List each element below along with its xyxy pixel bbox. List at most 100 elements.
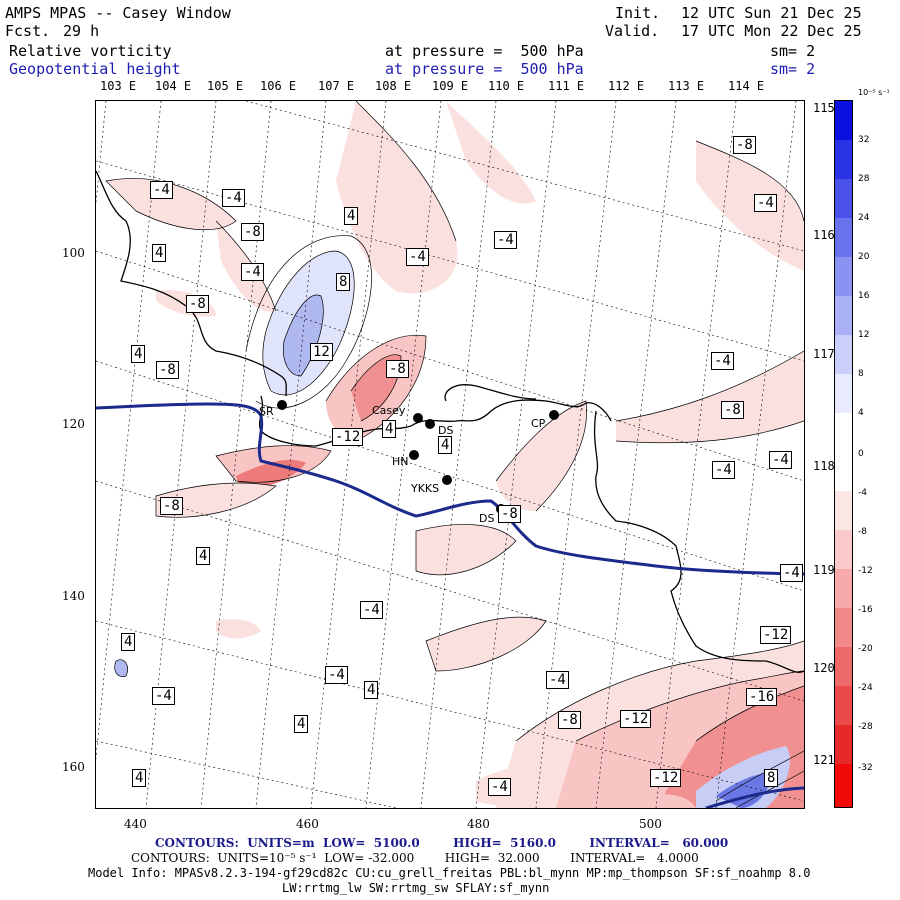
colorbar-units: 10⁻⁵ s⁻¹ bbox=[858, 88, 890, 97]
map-panel[interactable]: SR Casey DS HN YKKS DS CP -4 -4 -8 -4 -8… bbox=[95, 100, 805, 809]
colorbar-tick: -4 bbox=[858, 488, 867, 498]
colorbar-bin bbox=[835, 725, 852, 764]
map-canvas bbox=[96, 101, 804, 808]
station-marker-casey[interactable] bbox=[413, 413, 423, 423]
colorbar-tick: -28 bbox=[858, 722, 873, 732]
vorticity-contour-info: CONTOURS: UNITS=10⁻⁵ s⁻¹ LOW= -32.000 HI… bbox=[131, 851, 699, 865]
contour-label: -8 bbox=[156, 361, 179, 379]
contour-label: -16 bbox=[746, 688, 778, 706]
contour-label: -8 bbox=[558, 711, 581, 729]
contour-label: -4 bbox=[494, 231, 517, 249]
colorbar-bin bbox=[835, 647, 852, 686]
colorbar-tick: 20 bbox=[858, 252, 870, 262]
colorbar-tick: 4 bbox=[858, 408, 864, 418]
negative-vorticity-shading bbox=[106, 101, 804, 808]
field2-level: at pressure = 500 hPa bbox=[385, 60, 584, 78]
colorbar-bin bbox=[835, 257, 852, 296]
station-marker-sr[interactable] bbox=[277, 400, 287, 410]
colorbar-bin bbox=[835, 296, 852, 335]
contour-label: 4 bbox=[294, 715, 309, 733]
colorbar-bin bbox=[835, 569, 852, 608]
plot-title: AMPS MPAS -- Casey Window bbox=[5, 4, 231, 22]
contour-label: 4 bbox=[344, 207, 359, 225]
station-label-ds2: DS bbox=[479, 512, 495, 525]
init-label: Init. bbox=[615, 4, 661, 22]
contour-label: -8 bbox=[241, 223, 264, 241]
lon-label: 113 E bbox=[668, 79, 705, 93]
colorbar-tick: 16 bbox=[858, 291, 870, 301]
contour-label: -4 bbox=[241, 263, 264, 281]
contour-label: -4 bbox=[754, 194, 777, 212]
colorbar-tick: 24 bbox=[858, 213, 870, 223]
colorbar-tick: 8 bbox=[858, 369, 864, 379]
station-marker-cp[interactable] bbox=[549, 410, 559, 420]
contour-label: -4 bbox=[325, 666, 348, 684]
station-marker-ds1[interactable] bbox=[425, 419, 435, 429]
lon-label: 104 E bbox=[155, 79, 192, 93]
contour-label: -12 bbox=[620, 710, 652, 728]
colorbar-tick: -24 bbox=[858, 683, 873, 693]
y-tick: 100 bbox=[62, 246, 85, 260]
model-info-line2: LW:rrtmg_lw SW:rrtmg_sw SFLAY:sf_mynn bbox=[282, 881, 550, 895]
contour-label: 4 bbox=[364, 681, 379, 699]
station-label-hn: HN bbox=[392, 455, 409, 468]
lon-label: 110 E bbox=[488, 79, 525, 93]
contour-label: 4 bbox=[152, 244, 167, 262]
field1-smoothing: sm= 2 bbox=[770, 42, 816, 60]
contour-label: 4 bbox=[121, 633, 136, 651]
station-label-cp: CP bbox=[531, 417, 546, 430]
contour-label: -4 bbox=[546, 671, 569, 689]
colorbar-tick: -20 bbox=[858, 644, 873, 654]
colorbar-bin bbox=[835, 608, 852, 647]
contour-label: 12 bbox=[310, 343, 333, 361]
colorbar-tick: 32 bbox=[858, 135, 870, 145]
contour-label: -4 bbox=[769, 451, 792, 469]
colorbar-bin bbox=[835, 140, 852, 179]
init-value: 12 UTC Sun 21 Dec 25 bbox=[681, 4, 862, 22]
vorticity-contours bbox=[105, 101, 804, 808]
contour-label: -8 bbox=[186, 295, 209, 313]
contour-label: 4 bbox=[132, 769, 147, 787]
colorbar-tick: -16 bbox=[858, 605, 873, 615]
colorbar-tick: 0 bbox=[858, 449, 864, 459]
colorbar-tick: -32 bbox=[858, 763, 873, 773]
contour-label: -8 bbox=[386, 360, 409, 378]
lon-label: 111 E bbox=[548, 79, 585, 93]
lon-label: 114 E bbox=[728, 79, 765, 93]
colorbar-tick: -12 bbox=[858, 566, 873, 576]
y-tick: 140 bbox=[62, 589, 85, 603]
station-label-casey: Casey bbox=[372, 404, 406, 417]
lon-label: 112 E bbox=[608, 79, 645, 93]
x-tick: 460 bbox=[296, 817, 319, 831]
contour-label: 4 bbox=[438, 436, 453, 454]
colorbar-bin bbox=[835, 374, 852, 413]
lon-label: 109 E bbox=[432, 79, 469, 93]
x-tick: 440 bbox=[124, 817, 147, 831]
colorbar-bin bbox=[835, 530, 852, 569]
contour-label: -4 bbox=[360, 601, 383, 619]
colorbar-bin bbox=[835, 491, 852, 530]
contour-label: -4 bbox=[406, 248, 429, 266]
valid-label: Valid. bbox=[605, 22, 660, 40]
geopotential-contour-info: CONTOURS: UNITS=m LOW= 5100.0 HIGH= 5160… bbox=[155, 836, 729, 850]
contour-label: -4 bbox=[712, 461, 735, 479]
station-marker-ykks[interactable] bbox=[442, 475, 452, 485]
station-marker-hn[interactable] bbox=[409, 450, 419, 460]
contour-label: -12 bbox=[760, 626, 792, 644]
contour-label: -12 bbox=[332, 428, 364, 446]
contour-label: -4 bbox=[150, 181, 173, 199]
contour-label: 4 bbox=[131, 345, 146, 363]
contour-label: 4 bbox=[382, 420, 397, 438]
station-label-ykks: YKKS bbox=[411, 482, 440, 495]
x-tick: 480 bbox=[467, 817, 490, 831]
colorbar-bin bbox=[835, 101, 852, 140]
y-tick: 120 bbox=[62, 417, 85, 431]
lon-label: 107 E bbox=[318, 79, 355, 93]
contour-label: 4 bbox=[196, 547, 211, 565]
model-info: Model Info: MPASv8.2.3-194-gf29cd82c CU:… bbox=[88, 866, 811, 880]
x-tick: 500 bbox=[639, 817, 662, 831]
field1-level: at pressure = 500 hPa bbox=[385, 42, 584, 60]
station-label-ds1: DS bbox=[438, 424, 454, 437]
lon-label: 105 E bbox=[207, 79, 244, 93]
colorbar-tick: -8 bbox=[858, 527, 867, 537]
